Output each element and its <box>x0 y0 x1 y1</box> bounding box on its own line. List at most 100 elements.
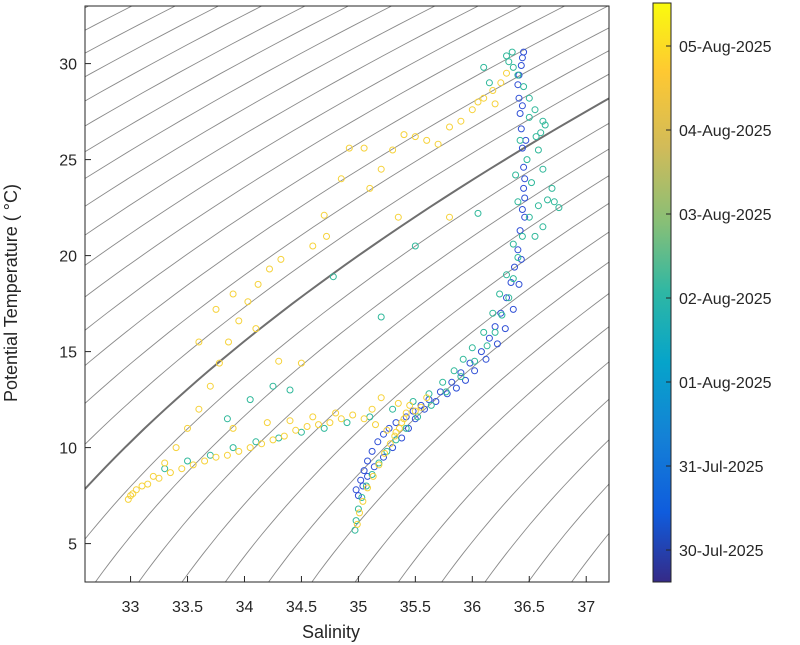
data-point <box>364 457 371 465</box>
data-point <box>425 390 433 398</box>
data-point <box>503 271 510 279</box>
data-point <box>351 526 359 534</box>
x-tick-label: 36 <box>463 599 481 616</box>
data-point <box>381 449 389 457</box>
data-point <box>195 405 203 413</box>
data-point <box>286 386 294 394</box>
data-point <box>389 405 397 413</box>
y-tick-label: 30 <box>59 57 77 74</box>
data-point <box>353 520 361 528</box>
colorbar <box>652 2 672 583</box>
data-point <box>497 79 505 87</box>
data-point <box>254 280 262 288</box>
data-point <box>462 376 469 384</box>
data-point <box>315 421 322 429</box>
data-point <box>229 424 237 432</box>
isoline <box>138 175 609 582</box>
data-point <box>405 424 412 432</box>
data-point <box>457 369 465 377</box>
data-point <box>377 165 385 173</box>
data-point <box>323 232 330 240</box>
data-point <box>521 213 529 221</box>
data-point <box>468 106 476 114</box>
data-point <box>223 415 231 423</box>
data-point <box>474 209 482 217</box>
data-point <box>474 98 482 106</box>
data-point <box>269 436 277 444</box>
data-point <box>277 255 285 263</box>
data-point <box>411 242 419 250</box>
data-point <box>184 457 191 465</box>
data-point <box>518 232 526 240</box>
data-point <box>520 184 528 192</box>
data-point <box>394 213 402 221</box>
data-point <box>246 444 254 452</box>
data-point <box>514 254 522 261</box>
data-point <box>303 423 311 430</box>
data-point <box>457 373 465 381</box>
data-point <box>423 394 431 402</box>
data-point <box>423 136 431 144</box>
data-point <box>400 131 408 139</box>
data-point <box>389 146 397 154</box>
data-point <box>434 140 442 148</box>
isoline <box>85 6 609 331</box>
data-point <box>352 517 360 525</box>
data-point <box>329 273 337 281</box>
data-point <box>402 413 410 421</box>
data-point <box>534 202 542 210</box>
reference-isoline <box>85 97 609 491</box>
data-point <box>297 359 305 367</box>
data-point <box>417 401 425 409</box>
data-point <box>515 280 523 288</box>
x-tick-label: 34.5 <box>286 599 317 616</box>
data-point <box>548 184 556 192</box>
data-point <box>511 263 518 271</box>
x-axis-ticks: 33 33.5 34 34.5 35 35.5 36 36.5 37 <box>122 576 595 616</box>
colorbar-tick-label: 02-Aug-2025 <box>679 291 772 308</box>
data-point <box>364 484 371 492</box>
data-point <box>491 328 499 336</box>
data-point <box>178 465 186 473</box>
isoline <box>85 6 480 236</box>
data-point <box>509 63 517 71</box>
colorbar-tick-label: 04-Aug-2025 <box>679 123 772 140</box>
data-point <box>501 325 509 333</box>
data-point <box>124 495 132 503</box>
data-point <box>374 438 382 446</box>
data-point <box>263 419 271 427</box>
data-point <box>427 401 435 409</box>
data-point <box>132 486 140 494</box>
isoline <box>94 148 609 582</box>
data-point <box>286 417 294 425</box>
data-point <box>309 242 317 250</box>
data-point <box>269 382 277 390</box>
isoline <box>85 6 393 180</box>
data-point <box>539 223 547 231</box>
data-point <box>389 444 397 452</box>
data-point <box>485 79 493 87</box>
data-point <box>505 58 513 66</box>
data-point <box>357 476 365 484</box>
data-point <box>127 492 135 500</box>
data-point <box>129 490 137 498</box>
data-point <box>457 117 465 125</box>
data-point <box>518 144 526 152</box>
data-point <box>229 290 237 298</box>
data-point <box>349 411 357 419</box>
data-point <box>520 48 528 56</box>
data-point <box>480 328 488 336</box>
y-axis-ticks: 5 10 15 20 25 30 <box>59 57 91 554</box>
data-point <box>432 398 440 405</box>
colorbar-ticks: 30-Jul-2025 31-Jul-2025 01-Aug-2025 02-Aug-… <box>666 39 772 560</box>
data-point <box>514 71 522 79</box>
isoline <box>85 6 566 298</box>
data-point <box>521 194 529 202</box>
isoline <box>527 483 609 582</box>
data-point <box>391 432 399 440</box>
colorbar-tick-label: 31-Jul-2025 <box>679 459 764 476</box>
data-point <box>398 419 406 427</box>
data-point <box>215 359 223 367</box>
data-point <box>518 206 526 213</box>
y-axis-label: Potential Temperature ( °C) <box>1 184 21 402</box>
